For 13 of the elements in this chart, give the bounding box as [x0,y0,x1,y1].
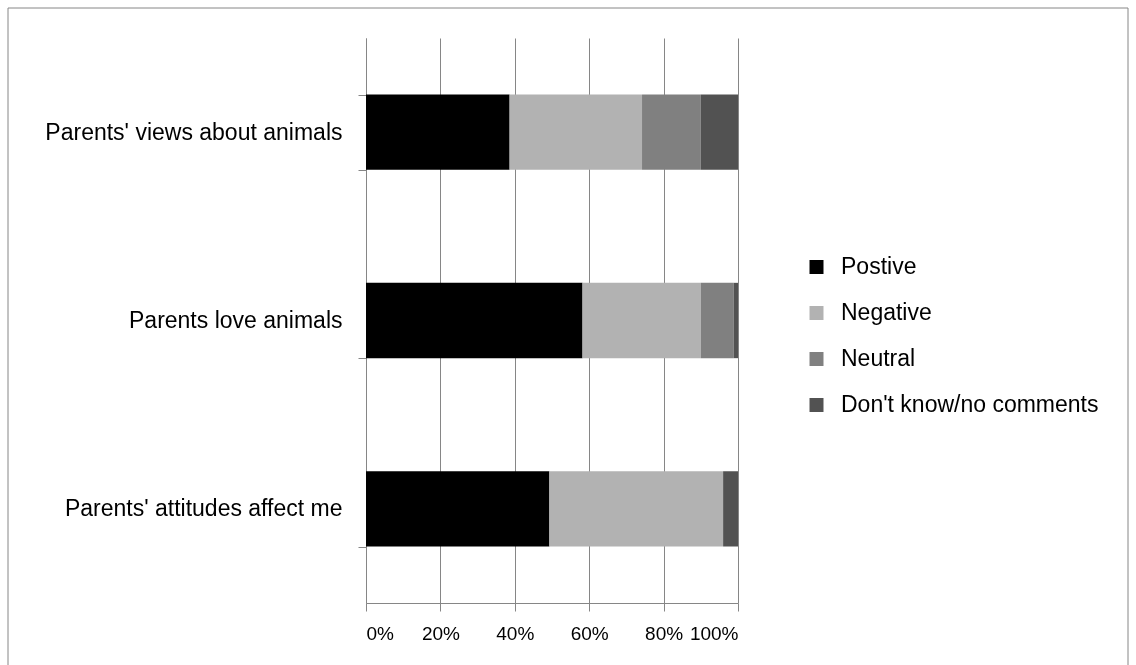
legend-label: Postive [841,253,917,279]
x-tick-label: 60% [570,622,609,644]
legend-label: Don't know/no comments [841,391,1099,417]
x-tick-label: 40% [496,622,535,644]
legend-label: Neutral [841,345,916,371]
y-tick-label: Parents' views about animals [45,118,343,145]
y-tick-label: Parents' attitudes affect me [64,495,343,522]
x-tick-label: 100% [689,622,739,644]
x-tick-label: 0% [366,622,395,644]
y-tick-label: Parents love animals [129,307,343,333]
legend-label: Negative [841,299,932,325]
x-tick-label: 20% [421,622,461,644]
x-tick-label: 80% [645,622,684,644]
